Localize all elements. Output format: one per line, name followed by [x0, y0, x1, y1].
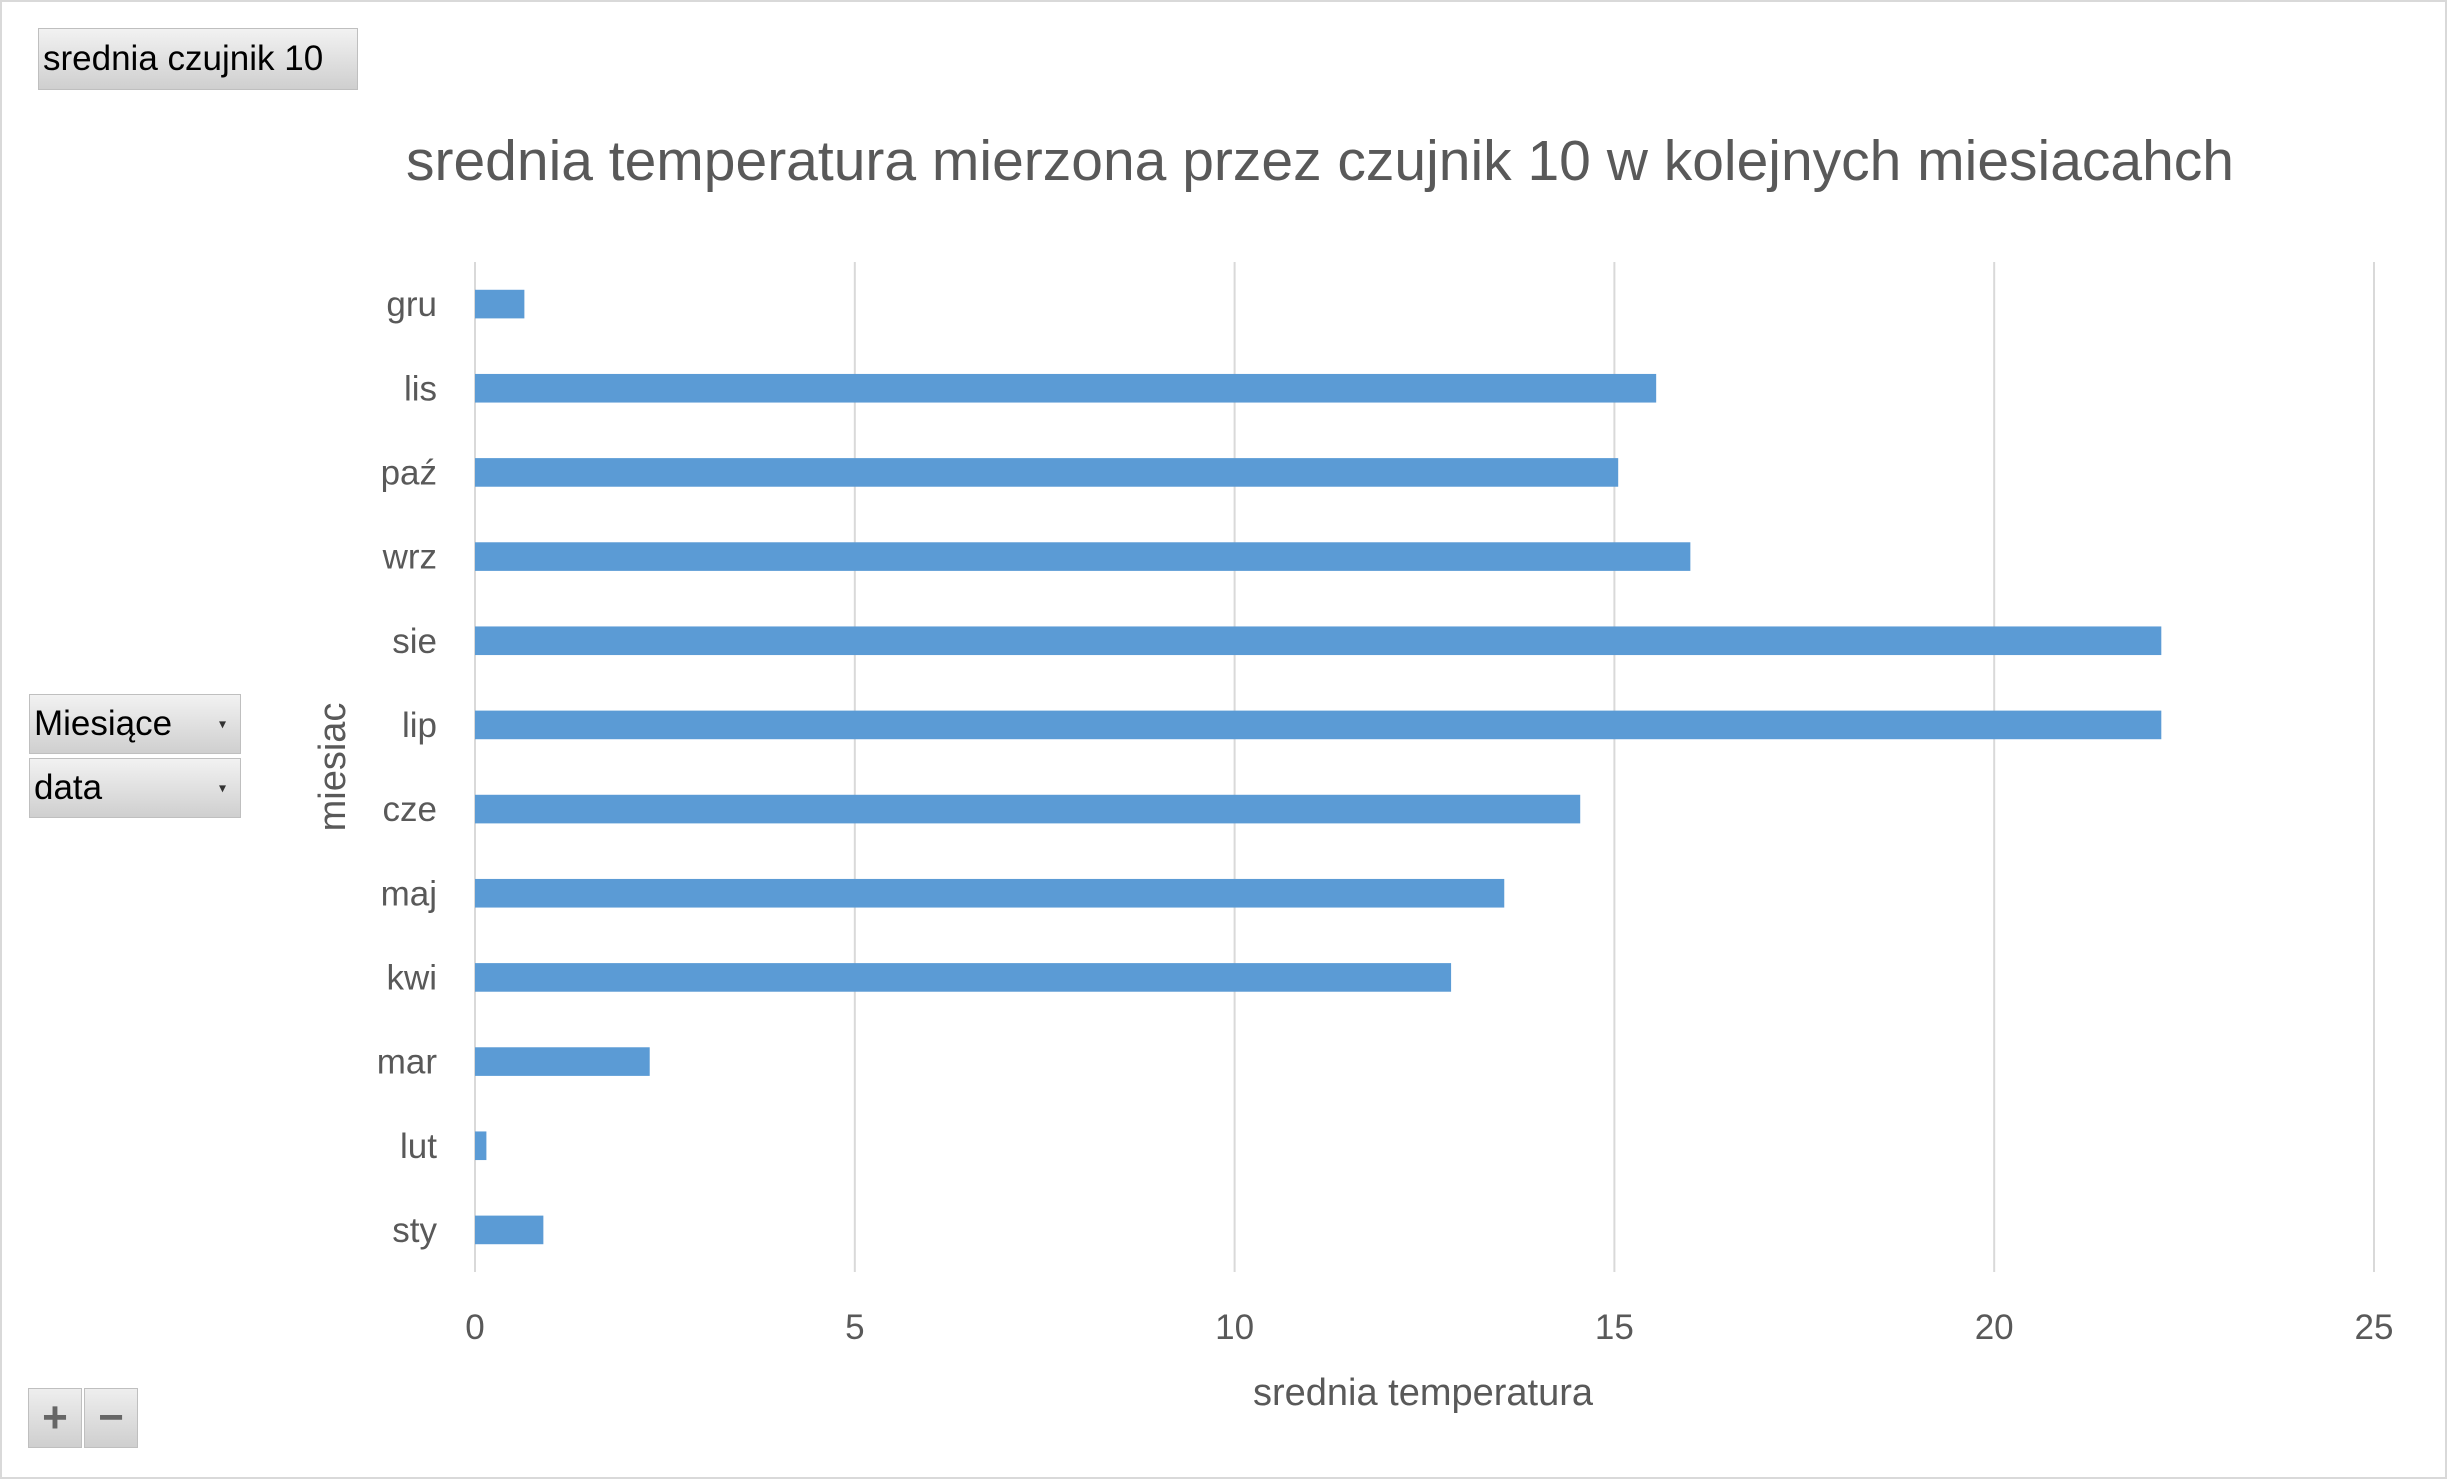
dropdown-arrow-icon: ▾ [218, 779, 226, 796]
row-field-date-label: data [34, 768, 103, 807]
value-field-label: srednia czujnik 10 [43, 39, 324, 78]
minus-icon: − [98, 1393, 124, 1442]
x-tick-labels: 0 5 10 15 20 25 [465, 1308, 2393, 1347]
bar-gru[interactable] [475, 289, 525, 319]
row-field-months-button[interactable]: Miesiące ▾ [29, 694, 241, 754]
bar-paź[interactable] [475, 458, 1619, 487]
x-axis-title: srednia temperatura [1253, 1372, 1594, 1414]
x-tick-label: 5 [845, 1308, 864, 1347]
bar-sie[interactable] [475, 626, 2162, 656]
bar-wrz[interactable] [475, 542, 1691, 571]
y-tick-label: lip [402, 706, 437, 745]
dropdown-arrow-icon: ▾ [218, 715, 226, 732]
plus-icon: + [42, 1393, 68, 1442]
chart-title: srednia temperatura mierzona przez czujn… [405, 129, 2234, 193]
y-tick-label: sie [392, 622, 437, 661]
y-tick-label: sty [392, 1211, 437, 1250]
row-field-date-button[interactable]: data ▾ [29, 758, 241, 818]
y-tick-label: wrz [382, 538, 437, 577]
bar-lip[interactable] [475, 710, 2162, 740]
x-tick-label: 0 [465, 1308, 484, 1347]
grid-lines [474, 262, 2375, 1272]
x-tick-label: 10 [1215, 1308, 1254, 1347]
y-tick-label: gru [386, 285, 437, 324]
y-tick-label: maj [381, 874, 437, 913]
bar-maj[interactable] [475, 878, 1505, 908]
bar-sty[interactable] [475, 1215, 544, 1245]
bar-lis[interactable] [475, 373, 1657, 403]
y-tick-labels: sty lut mar kwi maj cze lip sie wrz paź lis gru [377, 285, 438, 1250]
x-tick-label: 20 [1975, 1308, 2014, 1347]
bar-lut[interactable] [475, 1131, 487, 1161]
bar-kwi[interactable] [475, 963, 1452, 992]
y-tick-label: kwi [386, 958, 437, 997]
bars [475, 289, 2162, 1245]
y-tick-label: lut [400, 1127, 437, 1166]
y-tick-label: mar [377, 1043, 438, 1082]
bar-mar[interactable] [475, 1047, 650, 1076]
y-tick-label: cze [383, 790, 437, 829]
collapse-field-button[interactable]: − [84, 1388, 138, 1448]
x-tick-label: 25 [2355, 1308, 2394, 1347]
y-tick-label: lis [404, 369, 437, 408]
x-tick-label: 15 [1595, 1308, 1634, 1347]
expand-field-button[interactable]: + [28, 1388, 82, 1448]
bar-cze[interactable] [475, 794, 1581, 824]
y-tick-label: paź [381, 453, 437, 492]
y-axis-title: miesiac [312, 703, 354, 832]
row-field-months-label: Miesiące [34, 704, 173, 743]
value-field-button[interactable]: srednia czujnik 10 [38, 28, 358, 90]
